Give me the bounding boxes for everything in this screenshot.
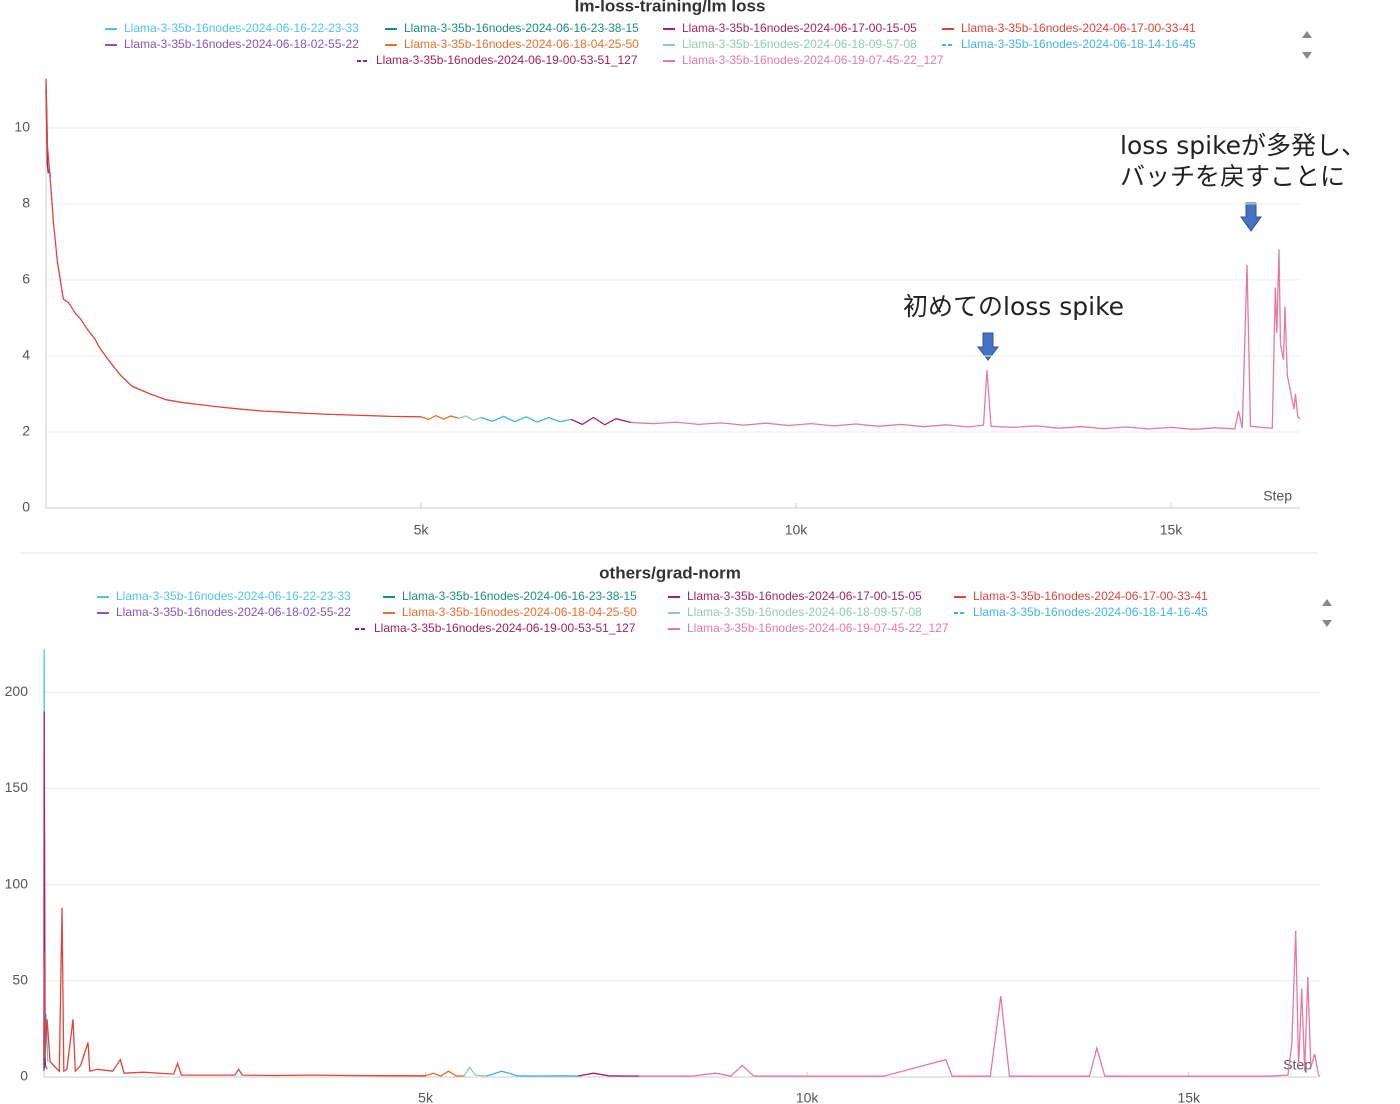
y-tick-label: 0 (20, 1068, 28, 1084)
legend-label: Llama-3-35b-16nodes-2024-06-19-07-45-22_… (682, 53, 944, 67)
series-line (48, 169, 52, 178)
annotation-arrow (976, 332, 1000, 361)
series-line (463, 1066, 487, 1077)
series-line (44, 1065, 48, 1070)
legend-label: Llama-3-35b-16nodes-2024-06-16-22-23-33 (124, 21, 359, 35)
legend-label: Llama-3-35b-16nodes-2024-06-19-07-45-22_… (687, 621, 949, 635)
x-axis-label: Step (1263, 488, 1292, 504)
annotation: loss spikeが多発し、 (1120, 131, 1366, 160)
legend-label: Llama-3-35b-16nodes-2024-06-16-23-38-15 (402, 589, 637, 603)
series-line (45, 78, 422, 418)
legend-label: Llama-3-35b-16nodes-2024-06-18-02-55-22 (124, 37, 359, 51)
legend-label: Llama-3-35b-16nodes-2024-06-18-02-55-22 (116, 605, 351, 619)
series-line (630, 249, 1301, 430)
legend-label: Llama-3-35b-16nodes-2024-06-18-09-57-08 (687, 605, 922, 619)
x-tick-label: 10k (796, 1090, 820, 1104)
series-line (486, 1070, 579, 1077)
legend-scroll-up[interactable] (1322, 599, 1332, 606)
legend-label: Llama-3-35b-16nodes-2024-06-16-23-38-15 (404, 21, 639, 35)
legend-label: Llama-3-35b-16nodes-2024-06-18-09-57-08 (682, 37, 917, 51)
chart-title: lm-loss-training/lm loss (575, 0, 766, 15)
annotation: 初めてのloss spike (903, 292, 1124, 321)
y-tick-label: 8 (22, 195, 30, 211)
annotation: バッチを戻すことに (1120, 162, 1345, 191)
legend-scroll-down[interactable] (1302, 52, 1312, 59)
legend-scroll-down[interactable] (1322, 620, 1332, 627)
series-line (43, 711, 46, 1070)
series-line (570, 416, 632, 426)
legend-label: Llama-3-35b-16nodes-2024-06-18-14-16-45 (961, 37, 1196, 51)
series-line (639, 930, 1321, 1077)
legend-label: Llama-3-35b-16nodes-2024-06-17-00-15-05 (687, 589, 922, 603)
y-tick-label: 2 (22, 423, 30, 439)
legend-label: Llama-3-35b-16nodes-2024-06-18-04-25-50 (404, 37, 639, 51)
chart-title: others/grad-norm (599, 563, 741, 582)
legend-label: Llama-3-35b-16nodes-2024-06-17-00-33-41 (961, 21, 1196, 35)
legend-label: Llama-3-35b-16nodes-2024-06-16-22-23-33 (116, 589, 351, 603)
y-tick-label: 150 (5, 779, 29, 795)
legend-label: Llama-3-35b-16nodes-2024-06-19-00-53-51_… (374, 621, 636, 635)
series-line (43, 907, 426, 1077)
series-line (578, 1072, 640, 1077)
legend-scroll-up[interactable] (1302, 31, 1312, 38)
annotation-arrow (1240, 202, 1262, 232)
legend-label: Llama-3-35b-16nodes-2024-06-17-00-15-05 (682, 21, 917, 35)
y-tick-label: 50 (12, 972, 28, 988)
series-line (458, 415, 482, 421)
x-tick-label: 15k (1160, 522, 1184, 538)
series-line (420, 414, 459, 421)
series-line (425, 1070, 464, 1077)
legend-label: Llama-3-35b-16nodes-2024-06-19-00-53-51_… (376, 53, 638, 67)
legend-label: Llama-3-35b-16nodes-2024-06-18-04-25-50 (402, 605, 637, 619)
series-line (480, 415, 572, 423)
x-tick-label: 15k (1177, 1090, 1201, 1104)
y-tick-label: 100 (5, 875, 29, 891)
y-tick-label: 6 (22, 271, 30, 287)
y-tick-label: 0 (22, 499, 30, 515)
x-tick-label: 5k (418, 1090, 434, 1104)
legend-label: Llama-3-35b-16nodes-2024-06-17-00-33-41 (973, 589, 1208, 603)
legend-label: Llama-3-35b-16nodes-2024-06-18-14-16-45 (973, 605, 1208, 619)
y-tick-label: 4 (22, 347, 30, 363)
y-tick-label: 200 (5, 683, 29, 699)
x-axis-label: Step (1283, 1057, 1312, 1073)
x-tick-label: 5k (414, 522, 430, 538)
x-tick-label: 10k (785, 522, 809, 538)
y-tick-label: 10 (14, 119, 30, 135)
